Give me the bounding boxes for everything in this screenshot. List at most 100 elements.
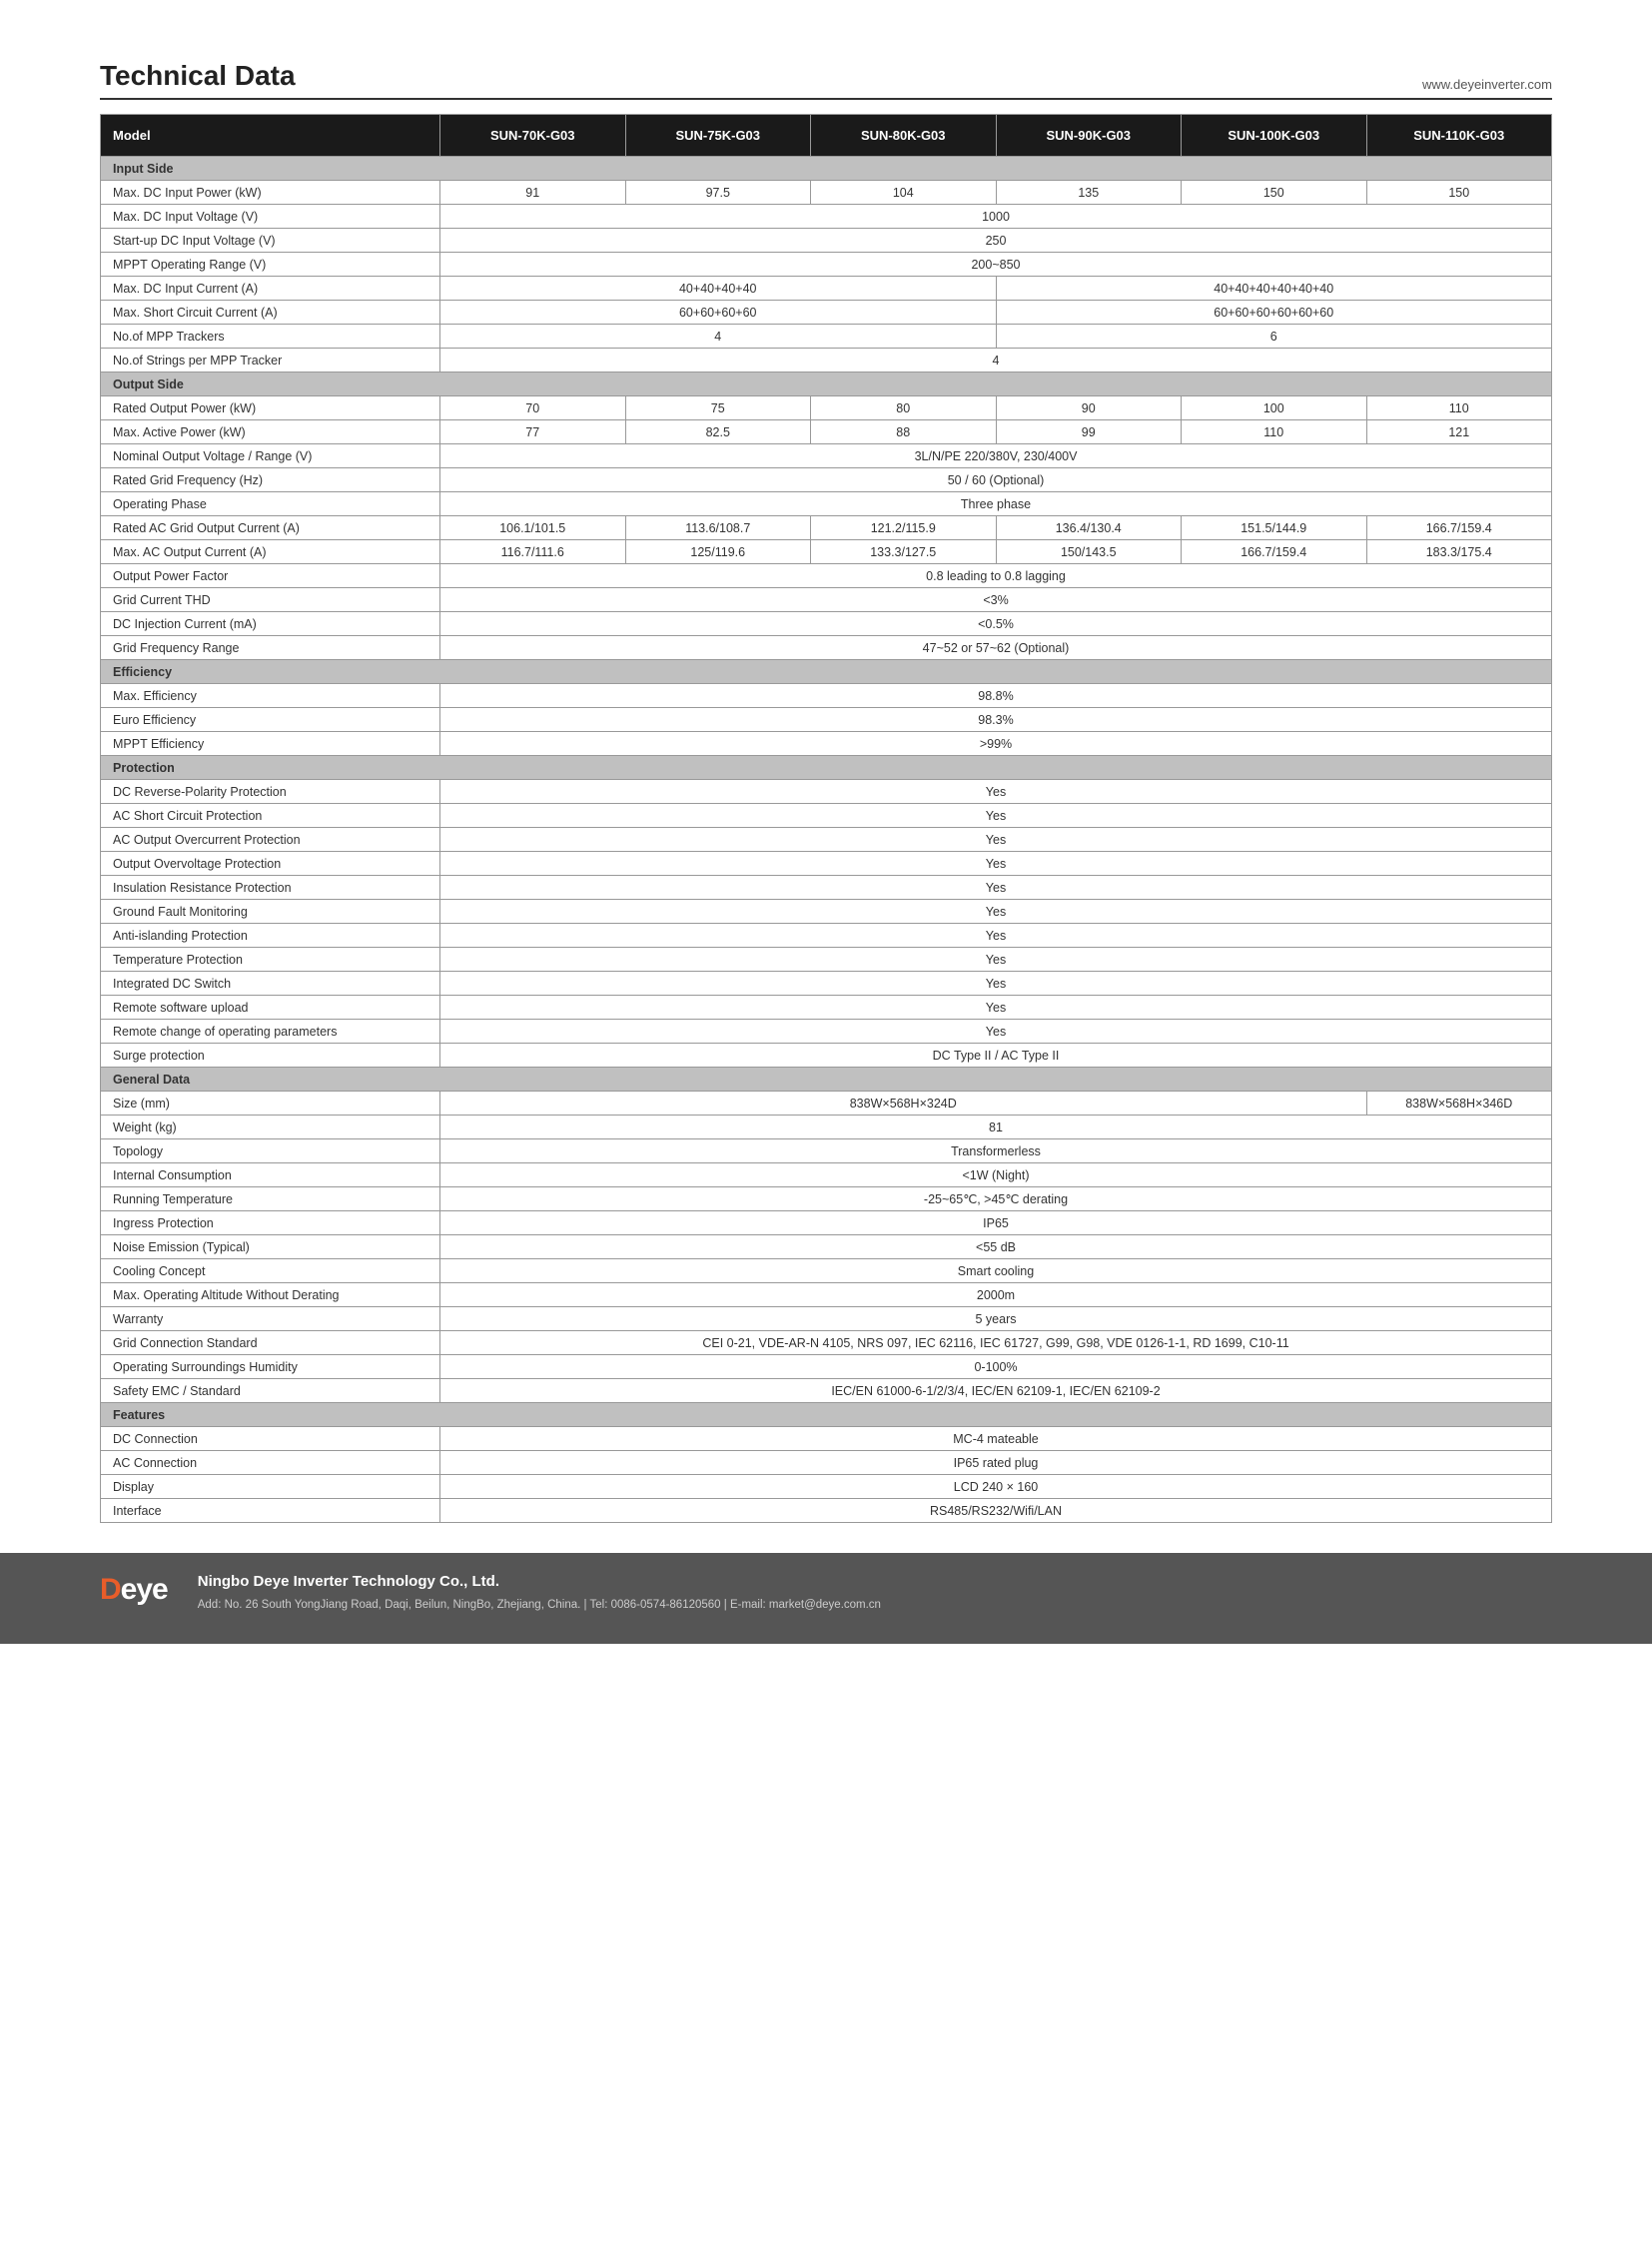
cell: 135 <box>996 181 1182 205</box>
table-row: Euro Efficiency98.3% <box>101 708 1552 732</box>
table-row: Grid Connection StandardCEI 0-21, VDE-AR… <box>101 1331 1552 1355</box>
row-label: AC Connection <box>101 1451 440 1475</box>
cell: Transformerless <box>440 1139 1552 1163</box>
table-row: Rated Output Power (kW)70758090100110 <box>101 396 1552 420</box>
footer: Deye Ningbo Deye Inverter Technology Co.… <box>0 1553 1652 1644</box>
cell: Yes <box>440 828 1552 852</box>
cell: <55 dB <box>440 1235 1552 1259</box>
cell: Smart cooling <box>440 1259 1552 1283</box>
cell: >99% <box>440 732 1552 756</box>
cell: 151.5/144.9 <box>1182 516 1367 540</box>
table-row: Ground Fault MonitoringYes <box>101 900 1552 924</box>
cell: 136.4/130.4 <box>996 516 1182 540</box>
table-row: Max. DC Input Voltage (V)1000 <box>101 205 1552 229</box>
row-label: Insulation Resistance Protection <box>101 876 440 900</box>
table-row: Cooling ConceptSmart cooling <box>101 1259 1552 1283</box>
row-label: Max. Active Power (kW) <box>101 420 440 444</box>
table-row: Size (mm)838W×568H×324D838W×568H×346D <box>101 1092 1552 1116</box>
table-row: Remote software uploadYes <box>101 996 1552 1020</box>
cell: 6 <box>996 325 1552 349</box>
table-row: Max. Efficiency98.8% <box>101 684 1552 708</box>
company-url: www.deyeinverter.com <box>1422 77 1552 92</box>
table-row: DC Injection Current (mA)<0.5% <box>101 612 1552 636</box>
table-row: Rated AC Grid Output Current (A)106.1/10… <box>101 516 1552 540</box>
row-label: Internal Consumption <box>101 1163 440 1187</box>
row-label: No.of MPP Trackers <box>101 325 440 349</box>
row-label: Noise Emission (Typical) <box>101 1235 440 1259</box>
cell: Yes <box>440 996 1552 1020</box>
cell: 90 <box>996 396 1182 420</box>
model-label: Model <box>101 115 440 157</box>
row-label: Output Overvoltage Protection <box>101 852 440 876</box>
cell: Three phase <box>440 492 1552 516</box>
table-row: No.of MPP Trackers46 <box>101 325 1552 349</box>
cell: Yes <box>440 804 1552 828</box>
cell: 40+40+40+40 <box>440 277 997 301</box>
table-row: MPPT Operating Range (V)200~850 <box>101 253 1552 277</box>
row-label: Max. DC Input Power (kW) <box>101 181 440 205</box>
cell: 133.3/127.5 <box>811 540 997 564</box>
table-row: Ingress ProtectionIP65 <box>101 1211 1552 1235</box>
cell: IP65 rated plug <box>440 1451 1552 1475</box>
row-label: MPPT Operating Range (V) <box>101 253 440 277</box>
cell: 838W×568H×324D <box>440 1092 1367 1116</box>
row-label: Topology <box>101 1139 440 1163</box>
row-label: Running Temperature <box>101 1187 440 1211</box>
cell: 3L/N/PE 220/380V, 230/400V <box>440 444 1552 468</box>
row-label: Integrated DC Switch <box>101 972 440 996</box>
table-row: DisplayLCD 240 × 160 <box>101 1475 1552 1499</box>
cell: 0.8 leading to 0.8 lagging <box>440 564 1552 588</box>
table-row: Anti-islanding ProtectionYes <box>101 924 1552 948</box>
row-label: Anti-islanding Protection <box>101 924 440 948</box>
section-protection: Protection <box>101 756 1552 780</box>
company-address: Add: No. 26 South YongJiang Road, Daqi, … <box>198 1596 881 1614</box>
cell: 250 <box>440 229 1552 253</box>
row-label: Cooling Concept <box>101 1259 440 1283</box>
cell: 100 <box>1182 396 1367 420</box>
table-row: Internal Consumption<1W (Night) <box>101 1163 1552 1187</box>
cell: 97.5 <box>625 181 811 205</box>
row-label: Grid Current THD <box>101 588 440 612</box>
table-row: Insulation Resistance ProtectionYes <box>101 876 1552 900</box>
table-row: AC ConnectionIP65 rated plug <box>101 1451 1552 1475</box>
row-label: Operating Phase <box>101 492 440 516</box>
row-label: Grid Connection Standard <box>101 1331 440 1355</box>
row-label: Remote software upload <box>101 996 440 1020</box>
model-col-2: SUN-80K-G03 <box>811 115 997 157</box>
cell: <3% <box>440 588 1552 612</box>
model-header-row: ModelSUN-70K-G03SUN-75K-G03SUN-80K-G03SU… <box>101 115 1552 157</box>
row-label: Grid Frequency Range <box>101 636 440 660</box>
row-label: Euro Efficiency <box>101 708 440 732</box>
row-label: Remote change of operating parameters <box>101 1020 440 1044</box>
row-label: Output Power Factor <box>101 564 440 588</box>
cell: Yes <box>440 876 1552 900</box>
cell: 4 <box>440 349 1552 373</box>
table-row: Remote change of operating parametersYes <box>101 1020 1552 1044</box>
cell: Yes <box>440 1020 1552 1044</box>
table-row: Max. Active Power (kW)7782.58899110121 <box>101 420 1552 444</box>
cell: 110 <box>1182 420 1367 444</box>
cell: Yes <box>440 900 1552 924</box>
cell: 47~52 or 57~62 (Optional) <box>440 636 1552 660</box>
cell: MC-4 mateable <box>440 1427 1552 1451</box>
cell: 60+60+60+60 <box>440 301 997 325</box>
row-label: Rated Grid Frequency (Hz) <box>101 468 440 492</box>
row-label: Interface <box>101 1499 440 1523</box>
model-col-0: SUN-70K-G03 <box>440 115 626 157</box>
table-row: Temperature ProtectionYes <box>101 948 1552 972</box>
row-label: Temperature Protection <box>101 948 440 972</box>
table-row: Safety EMC / StandardIEC/EN 61000-6-1/2/… <box>101 1379 1552 1403</box>
table-row: Max. DC Input Power (kW)9197.51041351501… <box>101 181 1552 205</box>
cell: 113.6/108.7 <box>625 516 811 540</box>
cell: 2000m <box>440 1283 1552 1307</box>
cell: Yes <box>440 972 1552 996</box>
cell: 150 <box>1182 181 1367 205</box>
table-row: Noise Emission (Typical)<55 dB <box>101 1235 1552 1259</box>
brand-logo: Deye <box>100 1573 168 1607</box>
table-row: Weight (kg)81 <box>101 1116 1552 1139</box>
table-row: Nominal Output Voltage / Range (V)3L/N/P… <box>101 444 1552 468</box>
cell: 80 <box>811 396 997 420</box>
table-row: Output Power Factor0.8 leading to 0.8 la… <box>101 564 1552 588</box>
table-row: Operating Surroundings Humidity0-100% <box>101 1355 1552 1379</box>
cell: 82.5 <box>625 420 811 444</box>
